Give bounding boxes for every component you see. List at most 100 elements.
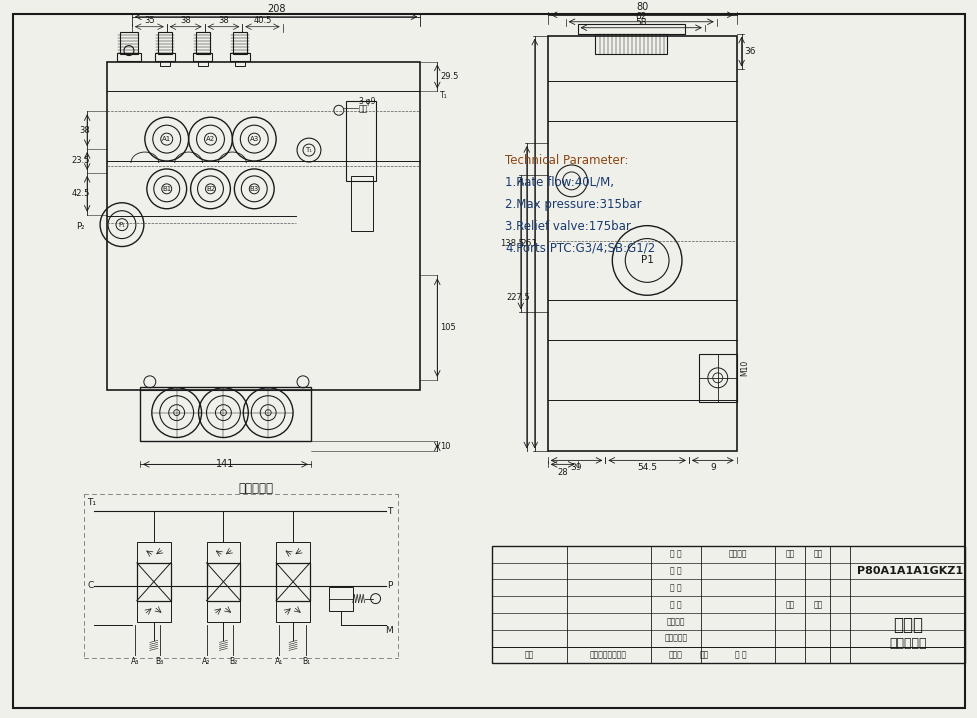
Text: 更改内容或简略图: 更改内容或简略图 — [589, 651, 626, 660]
Bar — [595, 34, 666, 54]
Text: 138.5: 138.5 — [499, 239, 524, 248]
Text: 标记: 标记 — [524, 651, 532, 660]
Text: 液压原理图: 液压原理图 — [238, 482, 274, 495]
Bar — [328, 587, 353, 610]
Bar — [351, 176, 372, 230]
Text: B3: B3 — [249, 186, 259, 192]
Bar — [206, 542, 240, 563]
Text: P1: P1 — [640, 256, 653, 266]
Text: B2: B2 — [206, 186, 215, 192]
Text: 4.Ports:PTC:G3/4;SB:G1/2: 4.Ports:PTC:G3/4;SB:G1/2 — [504, 241, 655, 255]
Text: 40.5: 40.5 — [253, 16, 272, 24]
Bar — [159, 60, 170, 65]
Bar — [117, 52, 141, 60]
Text: 图样标记: 图样标记 — [728, 549, 746, 558]
Text: P₁: P₁ — [118, 222, 125, 228]
Text: T₁: T₁ — [305, 147, 312, 153]
Text: B₂: B₂ — [229, 657, 237, 666]
Text: B1: B1 — [162, 186, 171, 192]
Text: 工艺检查: 工艺检查 — [666, 617, 685, 626]
Bar — [137, 542, 171, 563]
Bar — [235, 60, 245, 65]
Text: 29.5: 29.5 — [440, 72, 458, 81]
Text: 描 图: 描 图 — [669, 583, 681, 592]
Text: 通孔: 通孔 — [359, 105, 367, 113]
Text: 28: 28 — [557, 468, 568, 477]
Bar — [157, 32, 172, 54]
Bar — [137, 563, 171, 601]
Bar — [192, 52, 212, 60]
Text: B₁: B₁ — [302, 657, 310, 666]
Text: 58: 58 — [635, 18, 646, 27]
Bar — [154, 52, 175, 60]
Text: T: T — [387, 507, 392, 516]
Text: 39: 39 — [571, 463, 581, 472]
Text: 38: 38 — [79, 126, 90, 135]
Bar — [197, 60, 207, 65]
Bar — [195, 32, 209, 54]
Text: 35: 35 — [144, 16, 154, 24]
Text: 141: 141 — [216, 460, 234, 470]
Text: 62: 62 — [635, 11, 646, 21]
Text: 9: 9 — [709, 463, 715, 472]
Text: 80: 80 — [635, 2, 648, 11]
Text: 更改人: 更改人 — [668, 651, 682, 660]
Text: 日期: 日期 — [699, 651, 707, 660]
Text: M10: M10 — [740, 360, 749, 376]
Text: A1: A1 — [162, 136, 171, 142]
Text: A3: A3 — [249, 136, 259, 142]
Text: 关系: 关系 — [785, 600, 794, 609]
Text: A₃: A₃ — [131, 657, 139, 666]
Text: T₁: T₁ — [87, 498, 96, 507]
Text: 3-φ9: 3-φ9 — [359, 97, 376, 106]
Bar — [547, 36, 736, 452]
Text: P₂: P₂ — [76, 222, 84, 231]
Bar — [206, 563, 240, 601]
Text: Technical Parameter:: Technical Parameter: — [504, 154, 628, 167]
Text: 2.Max pressure:315bar: 2.Max pressure:315bar — [504, 197, 641, 211]
Text: 标准化检查: 标准化检查 — [663, 634, 687, 643]
Text: 261: 261 — [520, 239, 537, 248]
Text: 105: 105 — [440, 323, 455, 332]
Text: B₃: B₃ — [155, 657, 164, 666]
Text: 38: 38 — [180, 16, 191, 24]
Bar — [137, 601, 171, 622]
Bar — [231, 52, 250, 60]
Bar — [234, 32, 247, 54]
Bar — [346, 101, 375, 181]
Text: 审 核: 审 核 — [734, 651, 745, 660]
Bar — [106, 62, 420, 390]
Bar — [206, 601, 240, 622]
Text: 制 图: 制 图 — [669, 567, 681, 576]
Text: M: M — [384, 626, 392, 635]
Text: 208: 208 — [267, 4, 285, 14]
Text: T₁: T₁ — [440, 91, 447, 100]
Text: 36: 36 — [743, 47, 755, 56]
Bar — [577, 24, 684, 34]
Text: 校 对: 校 对 — [669, 600, 681, 609]
Bar — [491, 546, 964, 663]
Text: 54.5: 54.5 — [636, 463, 657, 472]
Bar — [276, 542, 310, 563]
Text: 23.5: 23.5 — [71, 157, 90, 165]
Text: 外型尺寸图: 外型尺寸图 — [888, 637, 925, 650]
Text: 设 计: 设 计 — [669, 550, 681, 559]
Text: 多路阀: 多路阀 — [892, 617, 922, 635]
Bar — [276, 601, 310, 622]
Bar — [120, 32, 138, 54]
Text: 比例: 比例 — [813, 549, 822, 558]
Bar — [276, 563, 310, 601]
Text: 38: 38 — [218, 16, 229, 24]
Text: P80A1A1A1GKZ1: P80A1A1A1GKZ1 — [856, 566, 961, 576]
Text: 42.5: 42.5 — [71, 190, 90, 198]
Text: A2: A2 — [206, 136, 215, 142]
Text: C: C — [87, 581, 94, 590]
Text: 重量: 重量 — [785, 549, 794, 558]
Bar — [140, 387, 311, 442]
Text: 10: 10 — [440, 442, 450, 451]
Text: 227.5: 227.5 — [505, 293, 530, 302]
Text: 数量: 数量 — [813, 600, 822, 609]
Text: A₂: A₂ — [202, 657, 210, 666]
Bar — [699, 354, 736, 401]
Text: 3.Relief valve:175bar: 3.Relief valve:175bar — [504, 220, 630, 233]
